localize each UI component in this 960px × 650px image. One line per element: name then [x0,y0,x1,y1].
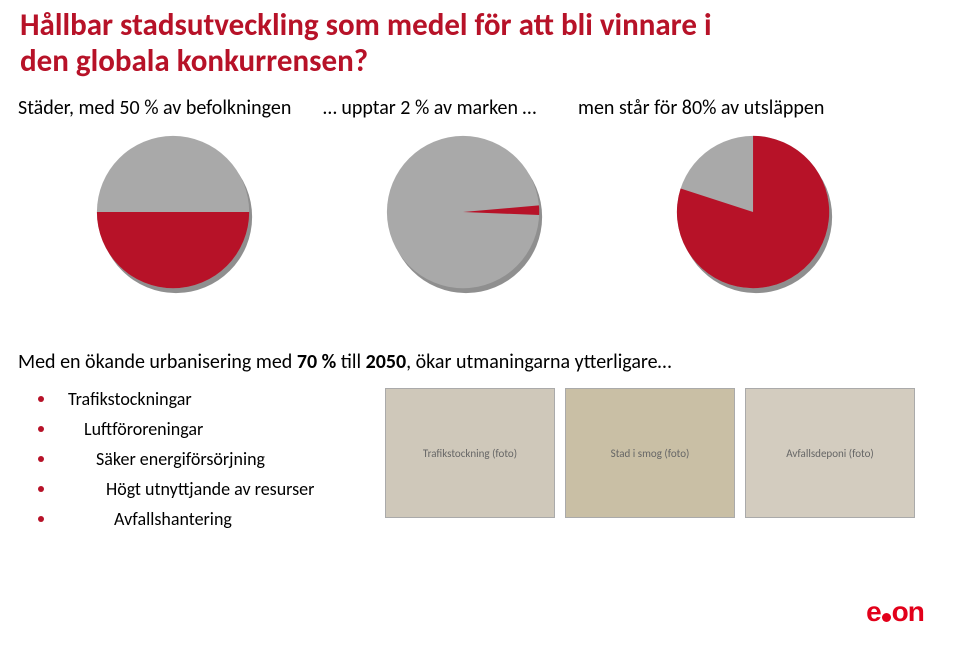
pie-land-svg [383,132,547,296]
bullet-item: Trafikstockningar [68,388,368,410]
label-land-text: … upptar 2 % av marken … [323,96,536,120]
midline-mid: till [336,350,365,374]
images-row: Trafikstockning (foto)Stad i smog (foto)… [385,388,915,518]
eon-logo: eon [852,592,938,632]
eon-logo-text: eon [866,596,924,628]
label-population: Städer, med 50 % av befolkningen [18,96,323,120]
bullet-item: Säker energiförsörjning [68,448,368,470]
logo-dot-icon [882,613,891,622]
pie-population-svg [93,132,257,296]
pie-land [325,132,605,296]
slide-root: Hållbar stadsutveckling som medel för at… [0,0,960,650]
page-title-text: Hållbar stadsutveckling som medel för at… [20,6,712,80]
waste-image: Avfallsdeponi (foto) [745,388,915,518]
label-emissions: men står för 80% av utsläppen [578,96,888,120]
traffic-image: Trafikstockning (foto) [385,388,555,518]
midline-strong2: 2050 [366,350,407,374]
page-title: Hållbar stadsutveckling som medel för at… [20,8,740,79]
pie-emissions-svg [673,132,837,296]
smog-image: Stad i smog (foto) [565,388,735,518]
label-population-text: Städer, med 50 % av befolkningen [18,96,291,120]
pie-emissions [605,132,905,296]
midline: Med en ökande urbanisering med 70 % till… [18,350,671,374]
label-emissions-text: men står för 80% av utsläppen [578,96,824,120]
label-land: … upptar 2 % av marken … [323,96,578,120]
pie-labels-row: Städer, med 50 % av befolkningen … uppta… [18,96,898,120]
pies-row [0,132,960,296]
bullet-list: Trafikstockningar Luftföroreningar Säker e… [68,388,368,538]
midline-pre: Med en ökande urbanisering med [18,350,297,374]
bullet-item: Avfallshantering [68,508,368,530]
pie-population [25,132,325,296]
bullet-item: Högt utnyttjande av resurser [68,478,368,500]
midline-post: , ökar utmaningarna ytterligare… [406,350,671,374]
bullet-item: Luftföroreningar [68,418,368,440]
midline-strong1: 70 % [297,350,336,374]
